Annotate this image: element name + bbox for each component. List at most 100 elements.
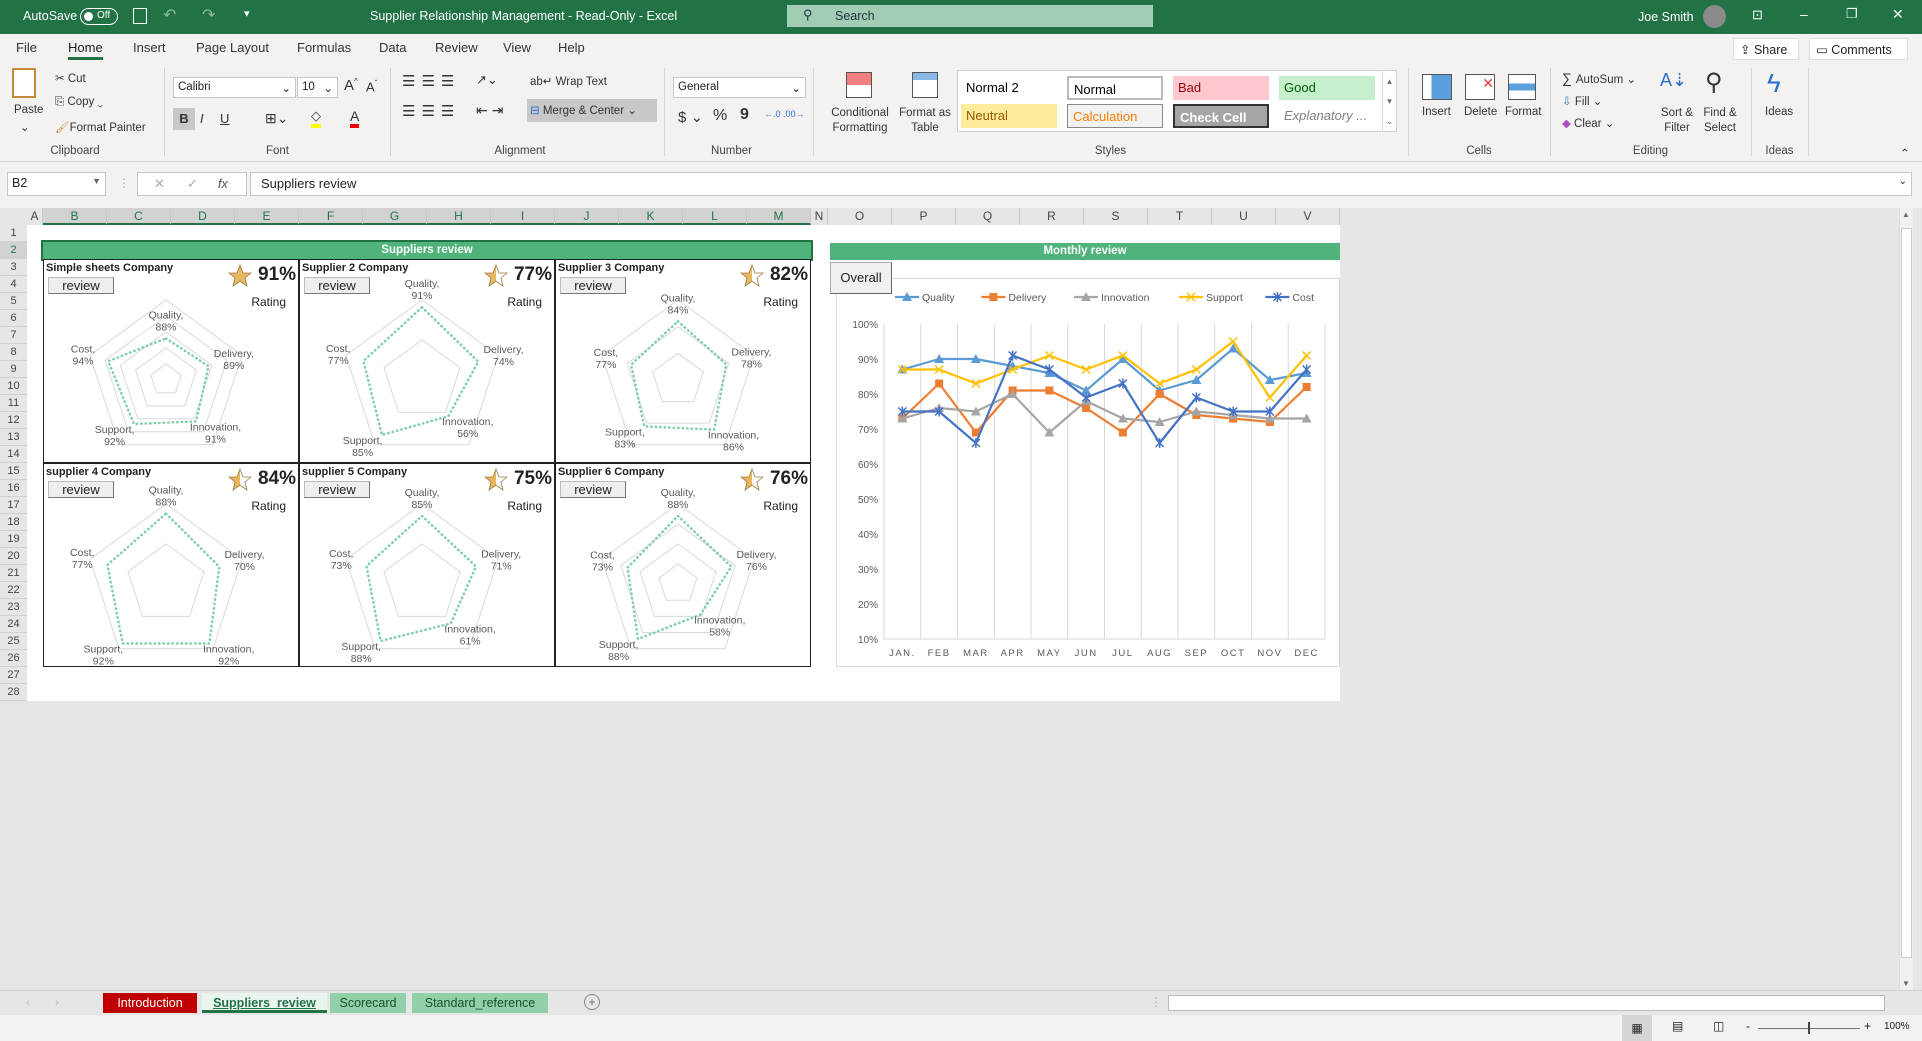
column-header-Q[interactable]: Q [956, 208, 1020, 225]
number-format-select[interactable]: General ⌄ [673, 77, 806, 98]
column-header-S[interactable]: S [1084, 208, 1148, 225]
paste-button[interactable]: Paste [14, 104, 44, 116]
redo-icon[interactable]: ↷ [202, 7, 216, 24]
tab-review[interactable]: Review [435, 40, 478, 55]
review-button[interactable]: review [304, 481, 370, 498]
column-header-E[interactable]: E [235, 208, 299, 225]
review-button[interactable]: review [48, 481, 114, 498]
review-button[interactable]: review [560, 481, 626, 498]
column-header-D[interactable]: D [171, 208, 235, 225]
cell-style-check-cell[interactable]: Check Cell [1173, 104, 1269, 128]
cancel-icon[interactable]: ✕ [154, 176, 165, 191]
fill-button[interactable]: ⇩ Fill ⌄ [1562, 96, 1603, 108]
column-header-J[interactable]: J [555, 208, 619, 225]
row-header-14[interactable]: 14 [0, 446, 27, 463]
chevron-down-icon[interactable]: ⌄ [20, 122, 30, 134]
autosave-toggle[interactable]: Off [80, 8, 118, 25]
tab-page-layout[interactable]: Page Layout [196, 40, 270, 55]
decrease-font-icon[interactable]: Aˇ [366, 79, 378, 95]
column-header-M[interactable]: M [747, 208, 811, 225]
prev-sheet-icon[interactable]: ‹ [26, 995, 30, 1009]
tab-formulas[interactable]: Formulas [297, 40, 352, 55]
lightning-icon[interactable]: ϟ [1767, 68, 1781, 98]
tab-insert[interactable]: Insert [133, 40, 166, 55]
scroll-thumb[interactable] [1901, 228, 1912, 958]
zoom-out-icon[interactable]: - [1746, 1019, 1750, 1033]
tab-file[interactable]: File [16, 40, 37, 55]
row-header-19[interactable]: 19 [0, 531, 27, 548]
page-layout-view-icon[interactable]: ▤ [1672, 1019, 1684, 1033]
cut-button[interactable]: ✂ Cut [55, 73, 86, 85]
row-header-24[interactable]: 24 [0, 616, 27, 633]
cell-style-normal-2[interactable]: Normal 2 [961, 76, 1057, 100]
cell-style-normal[interactable]: Normal [1067, 76, 1163, 100]
tab-view[interactable]: View [503, 40, 531, 55]
row-header-27[interactable]: 27 [0, 667, 27, 684]
collapse-ribbon-icon[interactable]: ⌃ [1900, 148, 1910, 160]
cell-style-calculation[interactable]: Calculation [1067, 104, 1163, 128]
borders-icon[interactable]: ⊞⌄ [265, 110, 289, 126]
row-header-6[interactable]: 6 [0, 310, 27, 327]
sheet-tab-introduction[interactable]: Introduction [103, 993, 197, 1013]
cell-style-neutral[interactable]: Neutral [961, 104, 1057, 128]
column-header-C[interactable]: C [107, 208, 171, 225]
suppliers-review-header[interactable]: Suppliers review [41, 240, 813, 261]
insert-button[interactable]: Insert [1422, 106, 1451, 118]
column-header-H[interactable]: H [427, 208, 491, 225]
cell-style-good[interactable]: Good [1279, 76, 1375, 100]
conditional-formatting-button[interactable]: Conditional Formatting [831, 107, 889, 134]
row-header-12[interactable]: 12 [0, 412, 27, 429]
row-header-26[interactable]: 26 [0, 650, 27, 667]
sort-filter-button[interactable]: Sort & Filter [1661, 107, 1693, 134]
decimal-icons[interactable]: ←.0 .00→ [764, 109, 805, 119]
zoom-level[interactable]: 100% [1884, 1021, 1910, 1032]
percent-button[interactable]: % [713, 107, 728, 124]
find-icon[interactable]: ⚲ [1705, 69, 1723, 96]
currency-button[interactable]: $ ⌄ [678, 109, 704, 126]
row-header-18[interactable]: 18 [0, 514, 27, 531]
sheet-tab-scorecard[interactable]: Scorecard [330, 993, 406, 1013]
zoom-slider-handle[interactable] [1808, 1022, 1810, 1034]
search-box[interactable]: ⚲ Search [787, 5, 1153, 27]
copy-button[interactable]: ⎘ Copy ⌄ [55, 96, 103, 108]
gallery-scroll[interactable]: ▴ ▾ ⌄ [1382, 71, 1396, 131]
row-header-13[interactable]: 13 [0, 429, 27, 446]
save-icon[interactable] [133, 8, 147, 24]
enter-icon[interactable]: ✓ [186, 176, 198, 191]
row-header-22[interactable]: 22 [0, 582, 27, 599]
format-as-table-button[interactable]: Format as Table [899, 107, 951, 134]
horizontal-align-icons[interactable]: ☰☰☰ [402, 103, 461, 120]
restore-icon[interactable]: ❐ [1846, 6, 1858, 21]
vertical-align-icons[interactable]: ☰☰☰ [402, 73, 461, 90]
row-header-16[interactable]: 16 [0, 480, 27, 497]
column-header-T[interactable]: T [1148, 208, 1212, 225]
sheet-tab-suppliers-review[interactable]: Suppliers_review [202, 993, 327, 1013]
delete-button[interactable]: Delete [1464, 106, 1498, 118]
column-header-P[interactable]: P [892, 208, 956, 225]
row-header-5[interactable]: 5 [0, 293, 27, 310]
column-header-B[interactable]: B [43, 208, 107, 225]
normal-view-icon[interactable]: ▦ [1622, 1015, 1652, 1041]
close-icon[interactable]: ✕ [1892, 6, 1904, 22]
tab-help[interactable]: Help [558, 40, 585, 55]
overall-button[interactable]: Overall [830, 262, 892, 294]
column-header-I[interactable]: I [491, 208, 555, 225]
horizontal-scrollbar[interactable] [1168, 995, 1885, 1011]
sort-filter-icon[interactable]: A⇣ [1660, 70, 1688, 90]
column-header-L[interactable]: L [683, 208, 747, 225]
indent-icons[interactable]: ⇤⇥ [476, 102, 508, 118]
formula-input[interactable]: Suppliers review ⌄ [250, 172, 1912, 196]
row-header-21[interactable]: 21 [0, 565, 27, 582]
zoom-slider[interactable] [1758, 1022, 1860, 1034]
monthly-line-chart[interactable]: 100% 90% 80% 70% 60% 50% 40% 30% 20% 10% JAN. FEB MA… [836, 278, 1340, 667]
increase-font-icon[interactable]: A^ [344, 77, 358, 94]
format-as-table-icon[interactable] [912, 72, 938, 98]
italic-button[interactable]: I [200, 111, 204, 126]
review-button[interactable]: review [48, 277, 114, 294]
orientation-icon[interactable]: ↗⌄ [476, 72, 498, 87]
row-header-7[interactable]: 7 [0, 327, 27, 344]
row-header-17[interactable]: 17 [0, 497, 27, 514]
next-sheet-icon[interactable]: › [55, 995, 59, 1009]
row-header-10[interactable]: 10 [0, 378, 27, 395]
wrap-text-button[interactable]: ab↵ Wrap Text [530, 76, 607, 88]
